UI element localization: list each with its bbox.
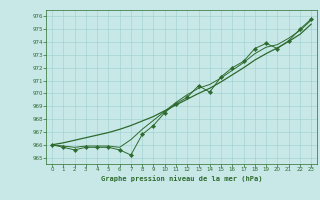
X-axis label: Graphe pression niveau de la mer (hPa): Graphe pression niveau de la mer (hPa) (101, 175, 262, 182)
